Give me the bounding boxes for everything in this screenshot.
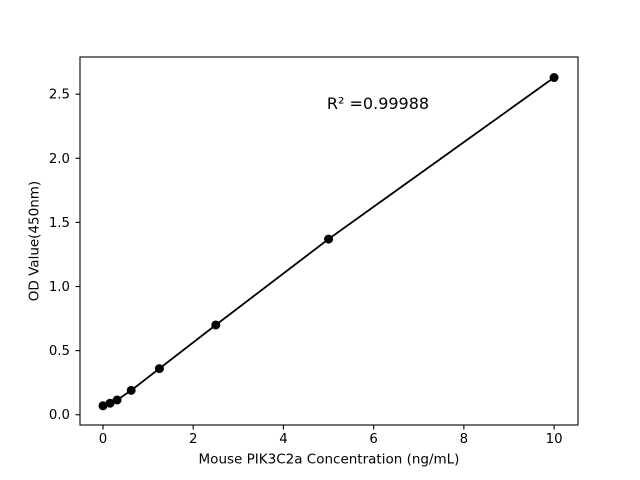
y-tick-label: 0.0 xyxy=(49,408,70,423)
x-tick-label: 8 xyxy=(460,432,468,447)
data-point-marker xyxy=(98,401,108,411)
x-tick-label: 6 xyxy=(369,432,377,447)
plot-frame xyxy=(79,56,579,426)
x-tick-label: 4 xyxy=(279,432,287,447)
y-tick-label: 0.5 xyxy=(49,344,70,359)
data-point-marker xyxy=(211,320,221,330)
y-tick-label: 1.0 xyxy=(49,280,70,295)
x-tick-label: 0 xyxy=(99,432,107,447)
data-point-marker xyxy=(126,385,136,395)
y-axis-label: OD Value(450nm) xyxy=(26,180,43,302)
y-tick-label: 2.5 xyxy=(49,88,70,103)
data-point-marker xyxy=(105,398,115,408)
y-tick-label: 1.5 xyxy=(49,216,70,231)
data-point-marker xyxy=(549,73,559,83)
x-tick-label: 10 xyxy=(546,432,563,447)
r-squared-annotation: R² =0.99988 xyxy=(326,94,430,113)
y-tick-label: 2.0 xyxy=(49,152,70,167)
data-point-marker xyxy=(112,395,122,405)
x-axis-label: Mouse PIK3C2a Concentration (ng/mL) xyxy=(198,451,460,468)
x-tick-label: 2 xyxy=(189,432,197,447)
data-point-marker xyxy=(154,364,164,374)
data-point-marker xyxy=(324,234,334,244)
